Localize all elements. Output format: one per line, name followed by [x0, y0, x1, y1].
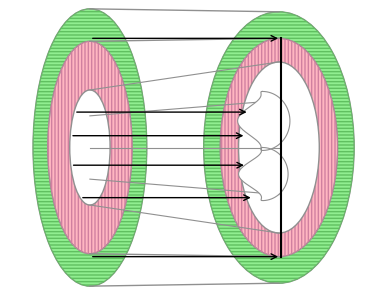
Polygon shape [239, 148, 288, 201]
Ellipse shape [33, 9, 147, 286]
Ellipse shape [220, 38, 338, 257]
Ellipse shape [48, 41, 132, 254]
Ellipse shape [239, 62, 319, 233]
Ellipse shape [70, 90, 110, 205]
Polygon shape [238, 91, 290, 150]
Ellipse shape [204, 12, 354, 283]
